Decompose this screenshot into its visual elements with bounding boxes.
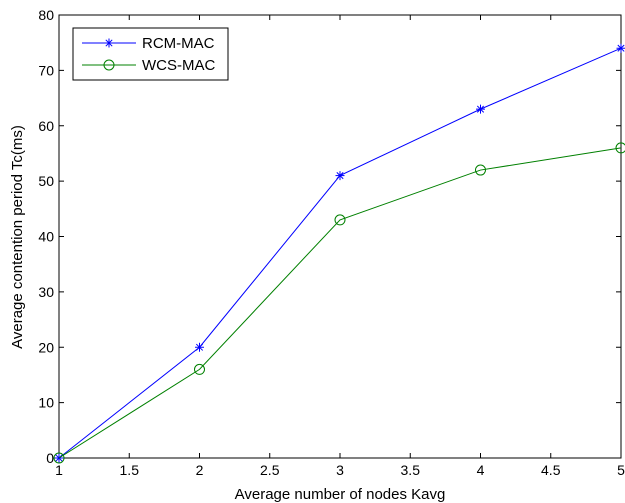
asterisk-marker: [335, 171, 345, 181]
legend-entry: WCS-MAC: [82, 57, 215, 74]
x-tick-label: 2: [196, 462, 204, 478]
circle-marker: [194, 363, 205, 375]
circle-marker: [53, 452, 65, 464]
y-tick-label: 50: [38, 173, 54, 189]
x-tick-label: 3: [336, 462, 344, 478]
x-tick-label: 5: [617, 462, 625, 478]
y-tick-label: 30: [38, 284, 54, 300]
circle-marker: [103, 59, 115, 71]
asterisk-marker: [616, 43, 625, 53]
y-tick-label: 0: [46, 450, 54, 466]
asterisk-marker: [476, 104, 485, 114]
x-axis-label: Average number of nodes Kavg: [235, 486, 446, 503]
y-tick-label: 10: [38, 395, 54, 411]
x-tick-label: 4: [477, 462, 485, 478]
legend-label: RCM-MAC: [142, 35, 215, 52]
asterisk-marker: [195, 342, 204, 352]
y-tick-label: 70: [38, 62, 54, 78]
legend-entry: RCM-MAC: [82, 35, 215, 52]
y-axis-label: Average contention period Tc(ms): [9, 125, 26, 349]
x-tick-label: 3.5: [401, 462, 421, 478]
asterisk-marker: [104, 38, 114, 48]
y-tick-label: 80: [38, 7, 54, 23]
legend-box: [72, 27, 229, 81]
series-rcm-mac: [54, 43, 625, 463]
y-tick-label: 60: [38, 118, 54, 134]
y-tick-label: 40: [38, 229, 54, 245]
series-wcs-mac: [53, 142, 625, 464]
circle-marker: [475, 164, 486, 176]
legend-label: WCS-MAC: [142, 57, 215, 74]
x-tick-label: 1.5: [120, 462, 140, 478]
x-tick-label: 1: [55, 462, 63, 478]
legend: RCM-MAC WCS-MAC: [72, 27, 229, 81]
data-series: [53, 43, 625, 464]
circle-marker: [334, 214, 346, 226]
y-tick-label: 20: [38, 339, 54, 355]
x-tick-label: 2.5: [260, 462, 280, 478]
x-tick-label: 4.5: [541, 462, 561, 478]
series-line: [58, 147, 622, 459]
circle-marker: [615, 142, 625, 154]
